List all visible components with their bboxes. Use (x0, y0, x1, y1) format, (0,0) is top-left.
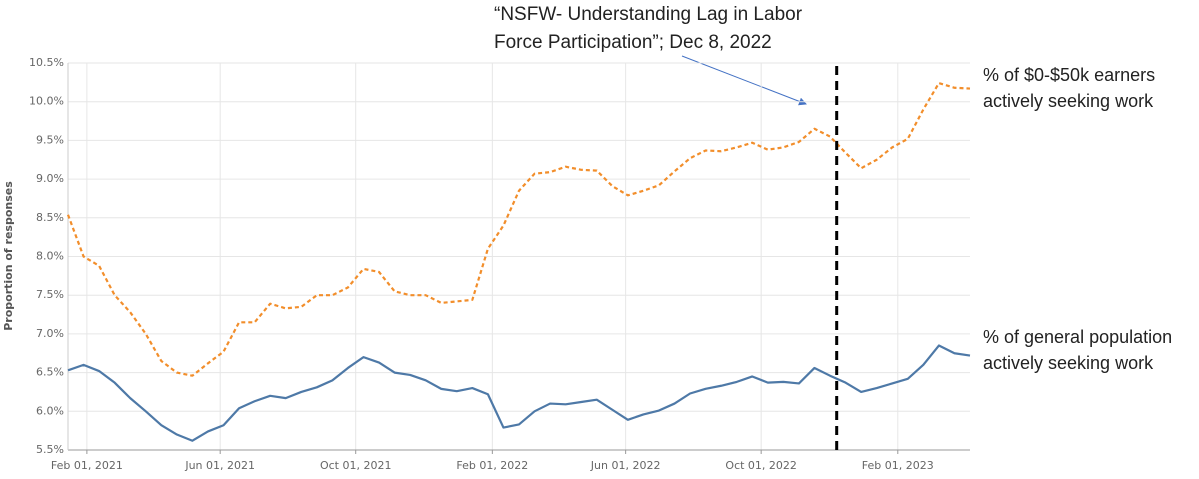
x-tick-label: Oct 01, 2021 (320, 459, 392, 472)
y-tick-label: 8.0% (36, 250, 64, 263)
y-tick-label: 6.5% (36, 366, 64, 379)
y-tick-label: 9.5% (36, 133, 64, 146)
annotation-line: “NSFW- Understanding Lag in Labor (494, 4, 803, 25)
y-tick-label: 8.5% (36, 211, 64, 224)
y-tick-label: 7.0% (36, 327, 64, 340)
series-label: % of $0-$50k earners actively seeking wo… (983, 65, 1156, 111)
x-tick-label: Feb 01, 2021 (51, 459, 123, 472)
x-tick-label: Feb 01, 2023 (862, 459, 934, 472)
y-tick-label: 10.5% (29, 56, 64, 69)
series-label: % of general population actively seeking… (983, 327, 1173, 373)
series-line (66, 82, 971, 377)
series-line (67, 344, 971, 442)
x-tick-label: Oct 01, 2022 (725, 459, 797, 472)
y-tick-label: 5.5% (36, 443, 64, 456)
y-tick-label: 9.0% (36, 172, 64, 185)
annotation-line: Force Participation”; Dec 8, 2022 (494, 32, 772, 53)
y-tick-label: 7.5% (36, 288, 64, 301)
x-tick-label: Jun 01, 2022 (590, 459, 661, 472)
y-axis-title: Proportion of responses (2, 181, 15, 331)
x-tick-label: Feb 01, 2022 (456, 459, 528, 472)
y-tick-label: 10.0% (29, 95, 64, 108)
y-tick-label: 6.0% (36, 404, 64, 417)
annotation-arrow (681, 55, 807, 106)
x-tick-label: Jun 01, 2021 (184, 459, 255, 472)
